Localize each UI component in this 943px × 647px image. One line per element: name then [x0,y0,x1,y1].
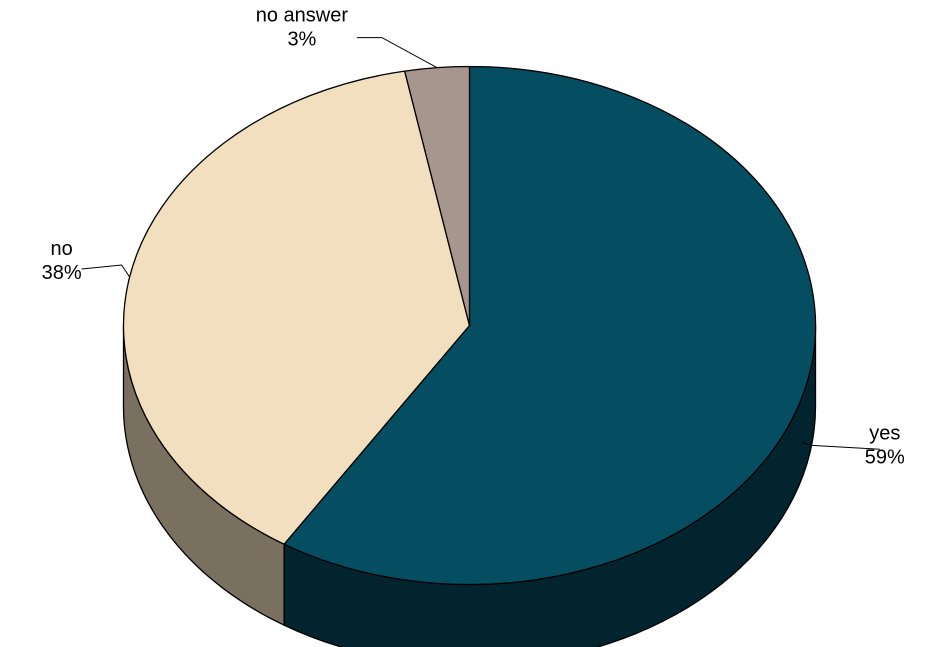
leader-line-no [81,264,131,278]
leader-lines [81,37,880,450]
leader-line-yes [801,441,880,450]
leader-line-no-answer [356,37,438,69]
slice-label-no: no [50,238,72,260]
slice-value-yes: 59% [865,446,905,468]
slice-value-no: 38% [42,262,82,284]
pie-tops [122,65,817,586]
pie-slice-no-answer [404,65,471,327]
pie-slice-yes [283,65,817,586]
slice-label-yes: yes [869,422,900,444]
slice-value-no-answer: 3% [287,29,316,51]
slice-label-no-answer: no answer [256,5,349,27]
